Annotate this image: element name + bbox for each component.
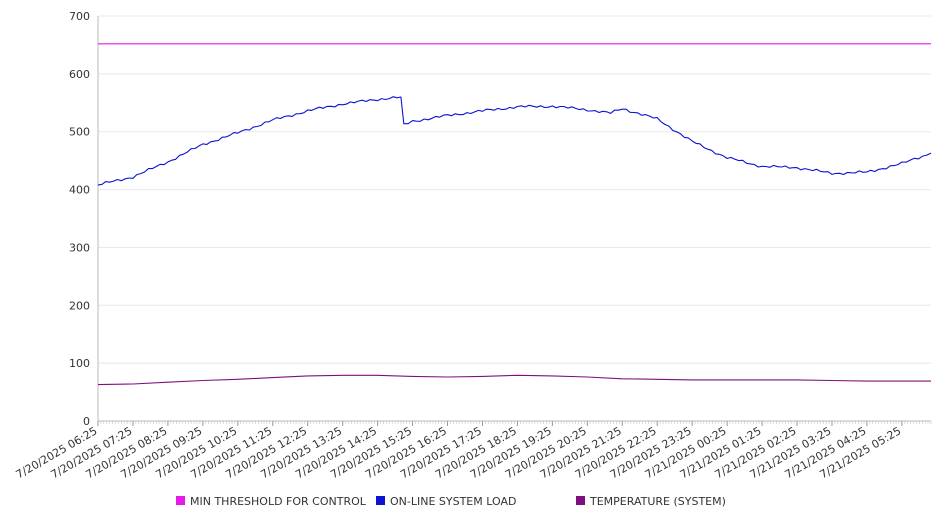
legend-label: ON-LINE SYSTEM LOAD [390,495,516,508]
y-tick-label: 600 [69,68,90,81]
series-line-on-line-system-load [97,96,932,186]
y-tick-label: 200 [69,299,90,312]
legend-swatch [576,496,585,505]
legend-swatch [176,496,185,505]
legend-label: MIN THRESHOLD FOR CONTROL [190,495,367,508]
y-tick-label: 400 [69,184,90,197]
y-tick-label: 500 [69,126,90,139]
y-tick-label: 0 [83,415,90,428]
legend-label: TEMPERATURE (SYSTEM) [589,495,726,508]
series-line-temperature-system [97,374,931,386]
y-tick-label: 700 [69,10,90,23]
y-tick-label: 300 [69,241,90,254]
y-tick-label: 100 [69,357,90,370]
legend-swatch [376,496,385,505]
